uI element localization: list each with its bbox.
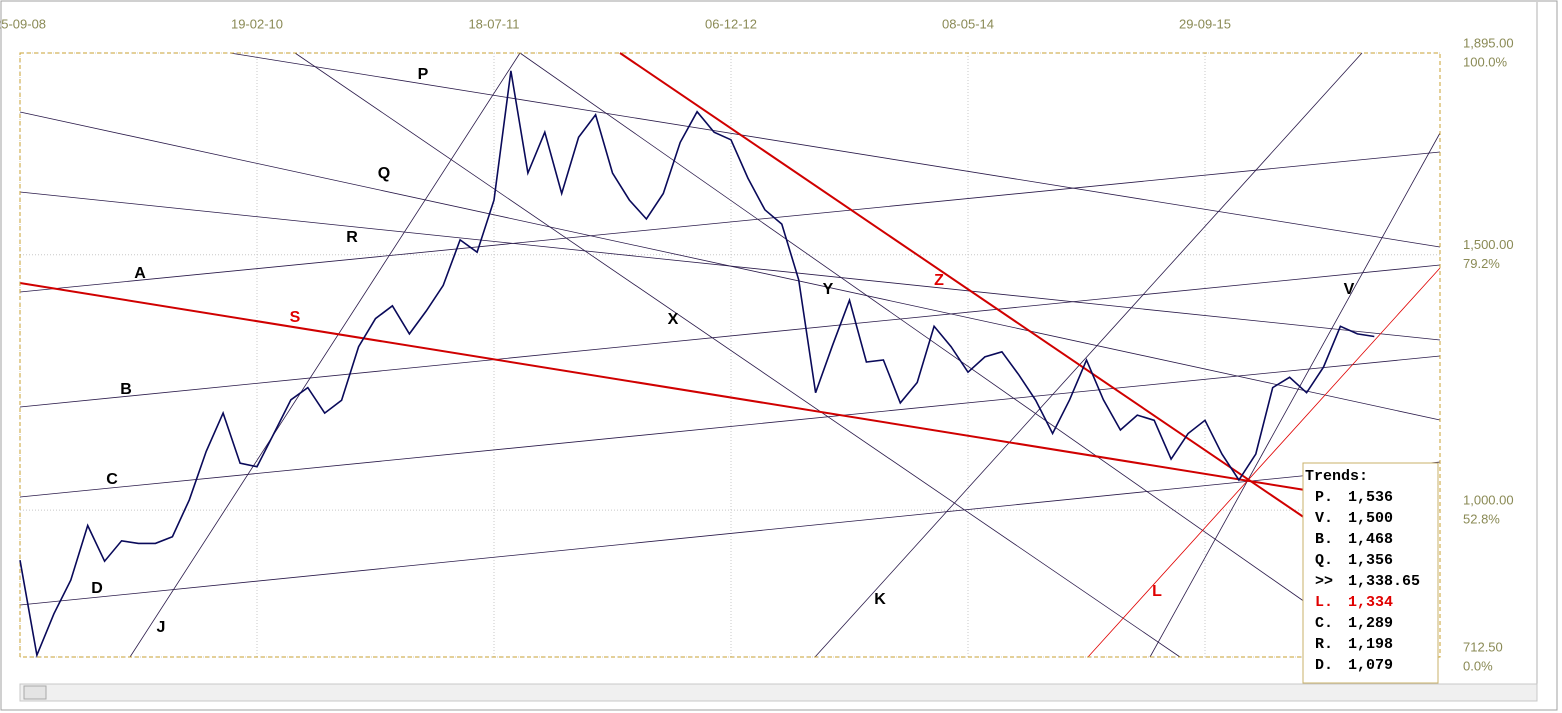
annotations: P Q R A B C D J S X Y Z K L V bbox=[91, 66, 1354, 636]
annotation: J bbox=[157, 619, 166, 636]
annotation: D bbox=[91, 580, 103, 597]
annotation: B bbox=[120, 381, 132, 398]
y-tick-label: 1,000.00 bbox=[1463, 493, 1514, 508]
trends-box: Trends: P. 1,536 V. 1,500 B. 1,468 Q. 1,356 >> 1,… bbox=[1302, 462, 1439, 684]
y-tick-label: 712.50 bbox=[1463, 639, 1503, 654]
trend-line bbox=[19, 151, 1441, 293]
trend-value: 1,356 bbox=[1348, 552, 1393, 569]
y-tick-label: 1,500.00 bbox=[1463, 237, 1514, 252]
annotation: L bbox=[1152, 583, 1162, 600]
annotation: V bbox=[1344, 281, 1355, 298]
annotation: P bbox=[418, 66, 429, 83]
plot-border bbox=[19, 52, 1441, 658]
trend-line bbox=[19, 264, 1441, 408]
trend-lines bbox=[19, 52, 1441, 658]
trend-line bbox=[229, 52, 1441, 248]
trend-line bbox=[19, 191, 1441, 341]
trend-line bbox=[294, 52, 1181, 658]
y2-tick-label: 0.0% bbox=[1463, 658, 1493, 673]
annotation: Z bbox=[934, 272, 944, 289]
x-tick-label: 19-02-10 bbox=[231, 16, 283, 31]
trend-line-red bbox=[1087, 267, 1441, 658]
x-tick-label: 25-09-08 bbox=[0, 16, 46, 31]
trend-label: Q. bbox=[1315, 552, 1333, 569]
trend-value: 1,468 bbox=[1348, 531, 1393, 548]
scrollbar[interactable] bbox=[19, 683, 1538, 702]
x-tick-label: 29-09-15 bbox=[1179, 16, 1231, 31]
annotation: K bbox=[874, 591, 886, 608]
y2-tick-label: 52.8% bbox=[1463, 512, 1500, 527]
x-tick-label: 06-12-12 bbox=[705, 16, 757, 31]
trend-label: L. bbox=[1315, 594, 1333, 611]
trend-label: R. bbox=[1315, 636, 1333, 653]
trend-line bbox=[519, 52, 1306, 603]
annotation: X bbox=[668, 311, 679, 328]
x-tick-label: 18-07-11 bbox=[468, 16, 519, 31]
annotation: C bbox=[106, 471, 118, 488]
trend-value: 1,500 bbox=[1348, 510, 1393, 527]
annotation: R bbox=[346, 229, 358, 246]
trends-box-frame bbox=[1302, 462, 1439, 684]
price-series bbox=[19, 70, 1375, 659]
annotation: Y bbox=[823, 281, 834, 298]
annotation: A bbox=[134, 265, 146, 282]
trend-value: 1,289 bbox=[1348, 615, 1393, 632]
trends-title: Trends: bbox=[1305, 468, 1368, 485]
y-tick-label: 1,895.00 bbox=[1463, 35, 1514, 50]
trend-value: 1,536 bbox=[1348, 489, 1393, 506]
trend-line bbox=[19, 355, 1441, 498]
x-tick-label: 08-05-14 bbox=[942, 16, 994, 31]
trend-label: P. bbox=[1315, 489, 1333, 506]
y2-tick-label: 79.2% bbox=[1463, 256, 1500, 271]
annotation: S bbox=[290, 309, 301, 326]
trend-label: >> bbox=[1315, 573, 1333, 590]
trend-label: C. bbox=[1315, 615, 1333, 632]
trend-line-red bbox=[19, 282, 1306, 491]
trend-label: D. bbox=[1315, 657, 1333, 674]
trend-line bbox=[814, 52, 1363, 658]
trend-line-red bbox=[619, 52, 1306, 519]
trend-value: 1,079 bbox=[1348, 657, 1393, 674]
trend-line bbox=[129, 52, 521, 658]
trend-label: B. bbox=[1315, 531, 1333, 548]
trend-value: 1,334 bbox=[1348, 594, 1393, 611]
trend-line bbox=[19, 461, 1441, 606]
trend-label: V. bbox=[1315, 510, 1333, 527]
y2-tick-label: 100.0% bbox=[1463, 54, 1508, 69]
annotation: Q bbox=[378, 165, 390, 182]
scrollbar-thumb[interactable] bbox=[23, 685, 47, 700]
price-line bbox=[19, 70, 1375, 659]
trend-value: 1,338.65 bbox=[1348, 573, 1420, 590]
trend-value: 1,198 bbox=[1348, 636, 1393, 653]
trend-line bbox=[1149, 132, 1441, 658]
